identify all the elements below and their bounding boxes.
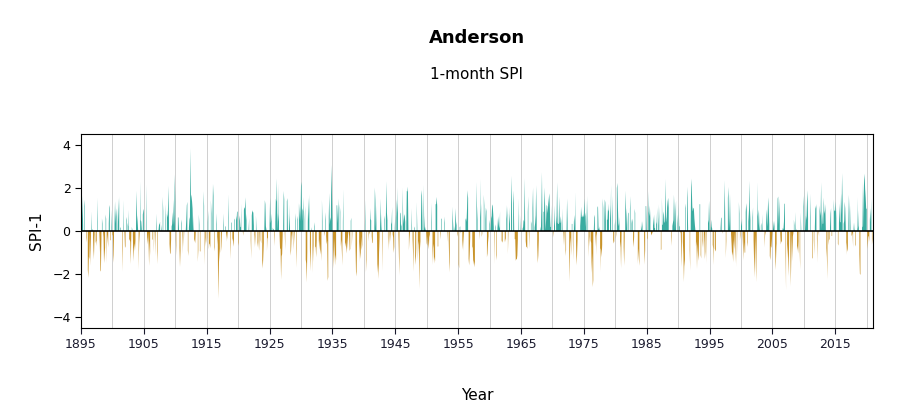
Text: Year: Year <box>461 388 493 403</box>
Text: Anderson: Anderson <box>429 29 525 47</box>
Y-axis label: SPI-1: SPI-1 <box>29 212 44 250</box>
Text: 1-month SPI: 1-month SPI <box>430 67 524 82</box>
